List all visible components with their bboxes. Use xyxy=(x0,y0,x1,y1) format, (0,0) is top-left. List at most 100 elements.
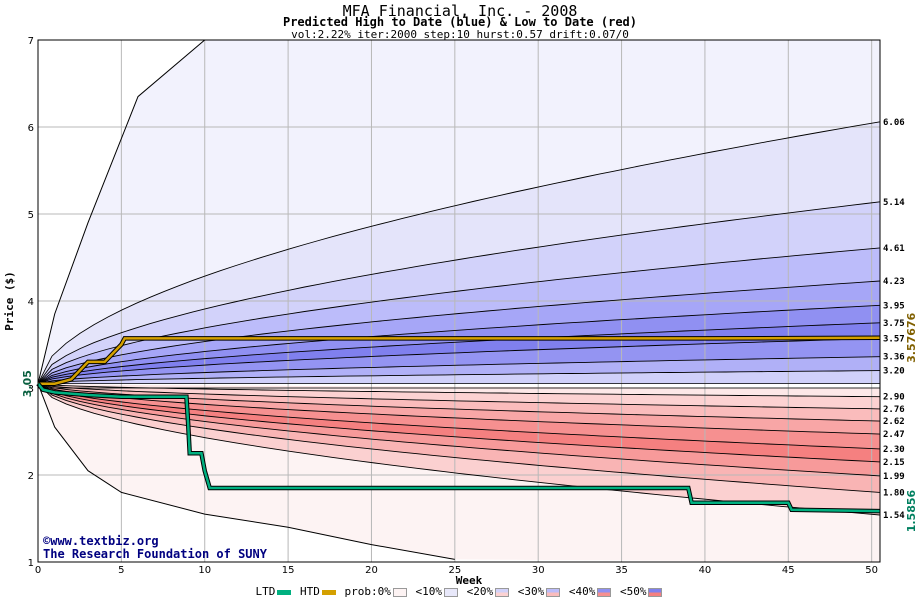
legend-ltd-label: LTD xyxy=(255,585,276,598)
credit-organization: The Research Foundation of SUNY xyxy=(43,547,267,561)
band-high-0 xyxy=(38,121,880,384)
band-high-7 xyxy=(38,356,880,384)
legend-ltd-swatch xyxy=(277,589,292,595)
band-low-3 xyxy=(38,383,880,435)
x-tick-label: 30 xyxy=(532,565,545,576)
quantile-line xyxy=(37,121,881,384)
quantile-line xyxy=(37,322,881,385)
x-axis-label: Week xyxy=(456,574,483,587)
x-tick-label: 50 xyxy=(865,565,878,576)
quantile-line xyxy=(37,304,881,385)
legend-prob0-label: prob:0% xyxy=(344,585,391,598)
legend: LTD HTD prob:0% <10% <20% <30% <40% <50% xyxy=(0,585,920,598)
legend-p50-label: <50% xyxy=(619,585,647,598)
legend-p10-swatch xyxy=(443,587,458,597)
quantile-label: 1.99 xyxy=(883,472,905,482)
credit-website: ©www.textbiz.org xyxy=(43,534,159,548)
band-low-outer xyxy=(38,383,880,562)
band-high-3 xyxy=(38,281,880,384)
high-envelope-line xyxy=(38,40,206,384)
band-low-0 xyxy=(38,383,880,397)
axis-labels: 6.06 5.14 4.61 4.23 3.95 3.75 3.57 3.36 3.20 2.90… xyxy=(3,36,918,587)
y-tick-label: 3 xyxy=(28,384,34,395)
quantile-lines xyxy=(37,121,881,516)
x-tick-label: 45 xyxy=(782,565,795,576)
x-tick-label: 10 xyxy=(198,565,211,576)
legend-prob0-swatch xyxy=(392,587,407,597)
quantile-line xyxy=(37,383,881,463)
x-tick-label: 25 xyxy=(448,565,461,576)
quantile-line xyxy=(37,356,881,385)
band-high-6 xyxy=(38,338,880,384)
quantile-line xyxy=(37,383,881,450)
chart-title: MFA Financial, Inc. - 2008 xyxy=(342,2,578,20)
quantile-label: 2.47 xyxy=(883,430,905,440)
band-high-2 xyxy=(38,247,880,384)
x-tick-label: 5 xyxy=(118,565,124,576)
legend-p10-label: <10% xyxy=(415,585,442,598)
quantile-label: 1.80 xyxy=(883,488,905,498)
legend-p40-label: <40% xyxy=(568,585,596,598)
htd-final-label: 3.57676 xyxy=(905,312,918,362)
x-tick-label: 15 xyxy=(282,565,295,576)
quantile-line xyxy=(37,383,881,398)
quantile-label: 1.54 xyxy=(883,511,905,521)
band-low-2 xyxy=(38,383,880,422)
y-tick-label: 4 xyxy=(28,297,34,308)
simulation-parameters: vol:2.22% iter:2000 step:10 hurst:0.57 d… xyxy=(291,28,629,41)
quantile-label: 5.14 xyxy=(883,198,905,208)
quantile-label: 3.57 xyxy=(883,334,905,344)
legend-htd-swatch xyxy=(321,589,336,595)
band-low-4 xyxy=(38,383,880,449)
quantile-label: 2.62 xyxy=(883,417,905,427)
quantile-line xyxy=(37,383,881,410)
quantile-label: 2.30 xyxy=(883,445,905,455)
band-high-8 xyxy=(38,370,880,384)
x-tick-label: 0 xyxy=(35,565,41,576)
legend-p30-label: <30% xyxy=(517,585,545,598)
quantile-line xyxy=(37,247,881,385)
quantile-label: 3.75 xyxy=(883,319,905,329)
y-tick-label: 2 xyxy=(28,471,34,482)
y-tick-label: 5 xyxy=(28,210,34,221)
quantile-line xyxy=(37,201,881,384)
legend-p30-swatch xyxy=(546,587,561,597)
band-low-6 xyxy=(38,383,880,476)
chart-subtitle: Predicted High to Date (blue) & Low to D… xyxy=(282,15,637,29)
quantile-line xyxy=(37,370,881,385)
quantile-label: 4.61 xyxy=(883,244,905,254)
legend-p50-swatch xyxy=(648,587,663,597)
band-low-8 xyxy=(38,383,880,515)
legend-p20-label: <20% xyxy=(466,585,494,598)
quantile-label: 2.15 xyxy=(883,458,905,468)
ltd-final-label: 1.5856 xyxy=(905,489,918,532)
quantile-label: 3.36 xyxy=(883,353,905,363)
start-price-label: 3.05 xyxy=(21,370,34,397)
quantile-label: 6.06 xyxy=(883,118,905,128)
plot-frame xyxy=(37,39,881,563)
quantile-label: 2.90 xyxy=(883,393,905,403)
quantile-line xyxy=(37,337,881,385)
x-tick-label: 40 xyxy=(699,565,712,576)
x-tick-label: 35 xyxy=(615,565,628,576)
band-high-4 xyxy=(38,305,880,384)
quantile-label: 3.95 xyxy=(883,301,905,311)
quantile-line xyxy=(37,383,881,493)
band-low-5 xyxy=(38,383,880,462)
axes xyxy=(37,39,881,563)
band-low-7 xyxy=(38,383,880,493)
probability-bands xyxy=(38,40,880,562)
quantile-label: 4.23 xyxy=(883,277,905,287)
y-axis-label: Price ($) xyxy=(3,271,16,331)
ltd-series-line xyxy=(37,382,881,513)
band-high-outer xyxy=(38,40,880,384)
y-tick-label: 6 xyxy=(28,123,34,134)
legend-htd-label: HTD xyxy=(300,585,320,598)
htd-series-line xyxy=(38,336,881,385)
quantile-label: 3.20 xyxy=(883,367,905,377)
band-high-1 xyxy=(38,201,880,384)
envelope-lines xyxy=(38,40,455,560)
quantile-line xyxy=(37,383,881,435)
quantile-line xyxy=(37,280,881,385)
